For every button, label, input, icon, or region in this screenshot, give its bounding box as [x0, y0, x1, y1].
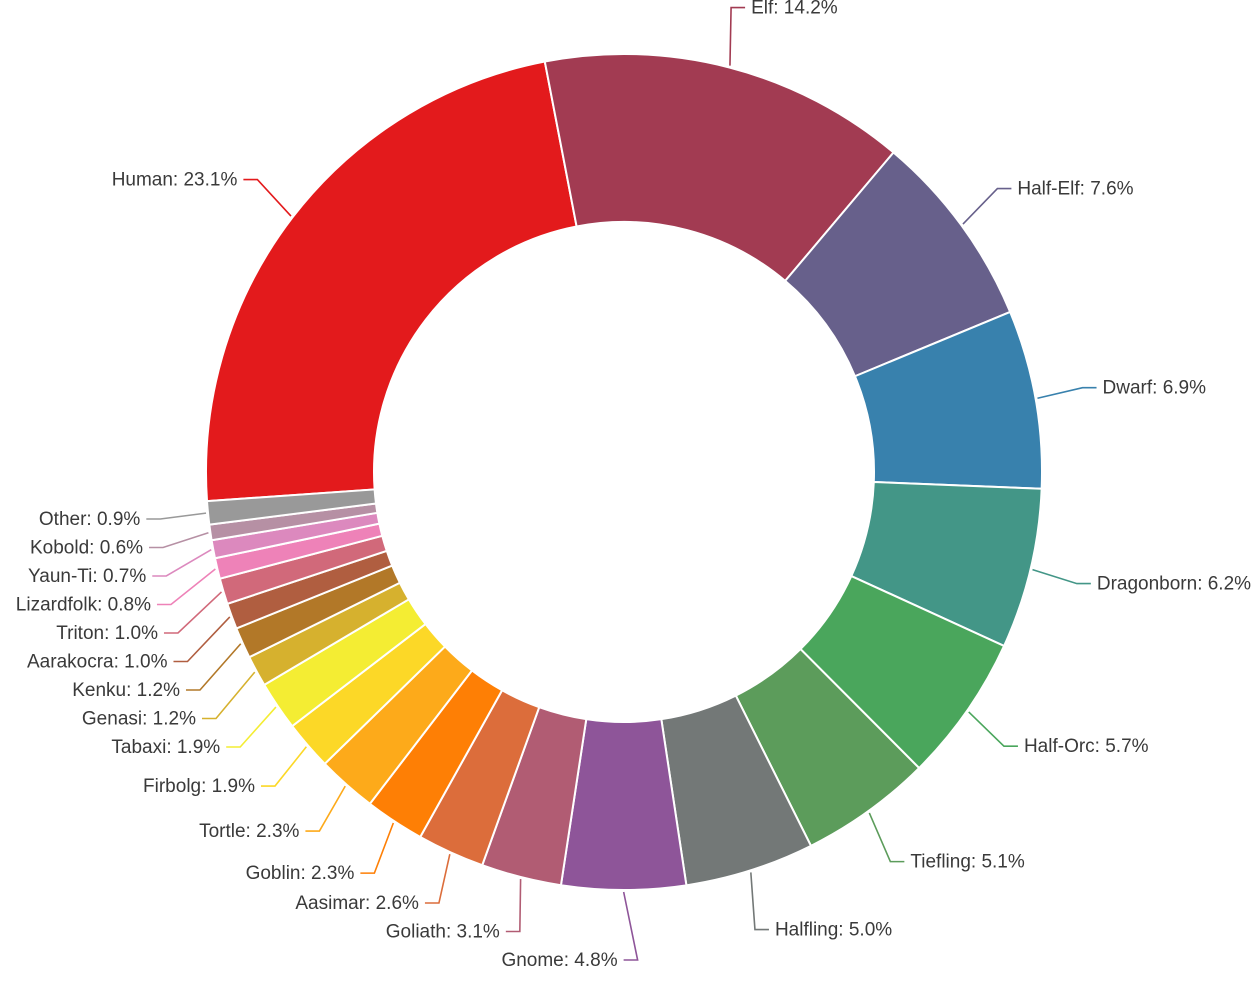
leader-dragonborn [1032, 568, 1091, 585]
label-goliath: Goliath: 3.1% [386, 922, 500, 943]
leader-lines-group [146, 6, 1097, 961]
leader-triton [163, 591, 223, 634]
label-triton: Triton: 1.0% [56, 623, 158, 644]
label-half-orc: Half-Orc: 5.7% [1024, 736, 1149, 757]
label-other: Other: 0.9% [39, 509, 140, 530]
label-dragonborn: Dragonborn: 6.2% [1097, 574, 1251, 595]
slice-human [205, 60, 578, 503]
leader-kenku [185, 643, 242, 691]
label-firbolg: Firbolg: 1.9% [143, 776, 255, 797]
label-halfling: Halfling: 5.0% [775, 920, 892, 941]
slice-elf [543, 53, 895, 283]
leader-goblin [360, 822, 395, 874]
label-tiefling: Tiefling: 5.1% [910, 852, 1025, 873]
label-aasimar: Aasimar: 2.6% [295, 893, 419, 914]
leader-aasimar [424, 854, 451, 904]
label-lizardfolk: Lizardfolk: 0.8% [16, 594, 151, 615]
leader-elf [729, 6, 746, 66]
slices-group [205, 53, 1044, 891]
label-kenku: Kenku: 1.2% [72, 680, 180, 701]
label-kobold: Kobold: 0.6% [30, 537, 143, 558]
label-goblin: Goblin: 2.3% [246, 863, 355, 884]
leader-genasi [201, 671, 256, 720]
label-tortle: Tortle: 2.3% [199, 821, 299, 842]
label-half-elf: Half-Elf: 7.6% [1017, 179, 1133, 200]
label-gnome: Gnome: 4.8% [501, 950, 617, 971]
label-dwarf: Dwarf: 6.9% [1103, 378, 1207, 399]
label-genasi: Genasi: 1.2% [82, 708, 196, 729]
leader-other [146, 512, 207, 520]
leader-tiefling [868, 812, 905, 863]
leader-dwarf [1037, 386, 1097, 400]
labels-group: Human: 23.1% Elf: 14.2% Half-Elf: 7.6% Dwar… [16, 0, 1251, 971]
leader-lizardfolk [156, 568, 216, 606]
leader-tabaxi [226, 706, 277, 748]
leader-tortle [305, 785, 346, 832]
leader-firbolg [260, 746, 307, 787]
label-tabaxi: Tabaxi: 1.9% [111, 737, 220, 758]
leader-gnome [622, 891, 639, 961]
leader-goliath [505, 879, 522, 933]
leader-kobold [149, 531, 209, 549]
label-aarakocra: Aarakocra: 1.0% [27, 651, 168, 672]
label-elf: Elf: 14.2% [751, 0, 838, 19]
leader-aarakocra [173, 616, 231, 663]
leader-halfling [750, 872, 769, 931]
leader-human [243, 178, 292, 217]
leader-half-elf [962, 187, 1012, 225]
leader-half-orc [968, 711, 1018, 748]
slice-other [205, 488, 378, 526]
leader-yaun-ti [152, 548, 212, 577]
label-human: Human: 23.1% [112, 170, 238, 191]
label-yaun-ti: Yaun-Ti: 0.7% [28, 566, 146, 587]
